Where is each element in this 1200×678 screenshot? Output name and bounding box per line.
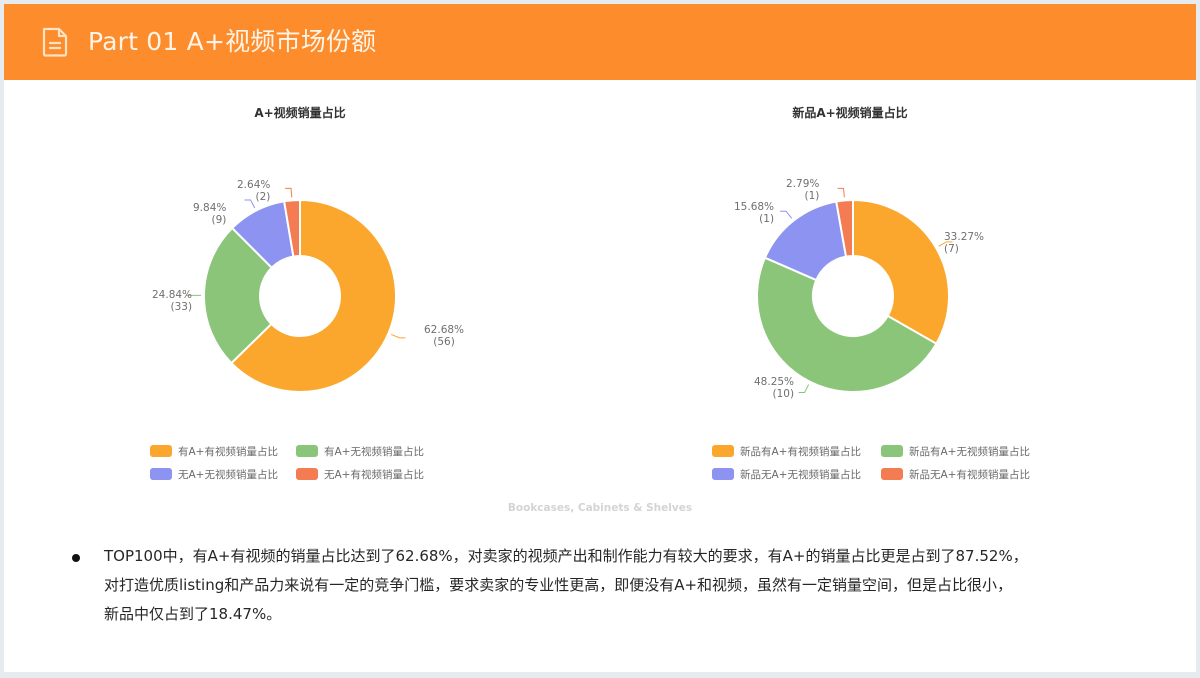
legend-item[interactable]: 新品有A+无视频销量占比 xyxy=(881,444,1030,458)
legend-item[interactable]: 有A+无视频销量占比 xyxy=(296,444,424,458)
chart-title: A+视频销量占比 xyxy=(254,106,346,120)
page-title: Part 01 A+视频市场份额 xyxy=(88,27,377,56)
legend-item[interactable]: 新品无A+无视频销量占比 xyxy=(712,467,861,481)
leader-line xyxy=(780,210,793,219)
chart-a-plus-video: A+视频销量占比 62.68% (56) 24.84% (33) 9.84% (9) … xyxy=(20,80,580,520)
data-label-green: 48.25% (10) xyxy=(754,376,795,400)
donut-slice[interactable] xyxy=(229,198,397,393)
donut-chart xyxy=(186,187,406,393)
donut-slice[interactable] xyxy=(282,198,301,258)
leader-line xyxy=(285,187,293,198)
leader-line xyxy=(244,199,256,209)
legend-swatch-green xyxy=(296,445,318,457)
legend-swatch-orange xyxy=(712,445,734,457)
header-bar: Part 01 A+视频市场份额 xyxy=(4,4,1196,80)
data-label-blue: 9.84% (9) xyxy=(193,202,227,226)
donut-slice[interactable] xyxy=(756,256,938,393)
data-label-blue: 15.68% (1) xyxy=(734,201,775,225)
legend-swatch-orange xyxy=(150,445,172,457)
bullet-icon xyxy=(72,554,80,562)
legend-item[interactable]: 无A+有视频销量占比 xyxy=(296,467,424,481)
donut-slice[interactable] xyxy=(852,198,950,346)
donut-slice[interactable] xyxy=(203,226,274,365)
legend-item[interactable]: 有A+有视频销量占比 xyxy=(150,444,278,458)
summary-text: TOP100中，有A+有视频的销量占比达到了62.68%，对卖家的视频产出和制作… xyxy=(104,547,1028,623)
leader-line xyxy=(938,241,953,247)
legend-swatch-green xyxy=(881,445,903,457)
donut-chart xyxy=(756,187,953,394)
data-label-red: 2.79% (1) xyxy=(786,178,820,202)
donut-slice[interactable] xyxy=(835,198,854,258)
data-label-green: 24.84% (33) xyxy=(152,289,193,313)
leader-line xyxy=(391,333,406,339)
chart-title: 新品A+视频销量占比 xyxy=(792,106,908,120)
legend-swatch-blue xyxy=(712,468,734,480)
data-label-orange: 33.27% (7) xyxy=(944,231,985,255)
chart-new-product-a-plus-video: 新品A+视频销量占比 33.27% (7) 48.25% (10) 15.68% (1… xyxy=(570,80,1130,520)
legend-item[interactable]: 无A+无视频销量占比 xyxy=(150,467,278,481)
legend-item[interactable]: 新品有A+有视频销量占比 xyxy=(712,444,861,458)
legend-item[interactable]: 新品无A+有视频销量占比 xyxy=(881,467,1030,481)
slide: Part 01 A+视频市场份额 A+视频销量占比 62.68% (56) 24.… xyxy=(4,4,1196,672)
legend-swatch-red xyxy=(296,468,318,480)
legend-swatch-blue xyxy=(150,468,172,480)
document-icon xyxy=(42,27,68,57)
data-label-red: 2.64% (2) xyxy=(237,179,271,203)
leader-line xyxy=(837,187,845,198)
chart-source-caption: Bookcases, Cabinets & Shelves xyxy=(507,502,693,514)
leader-line xyxy=(798,384,810,394)
legend-swatch-red xyxy=(881,468,903,480)
data-label-orange: 62.68% (56) xyxy=(424,324,465,348)
